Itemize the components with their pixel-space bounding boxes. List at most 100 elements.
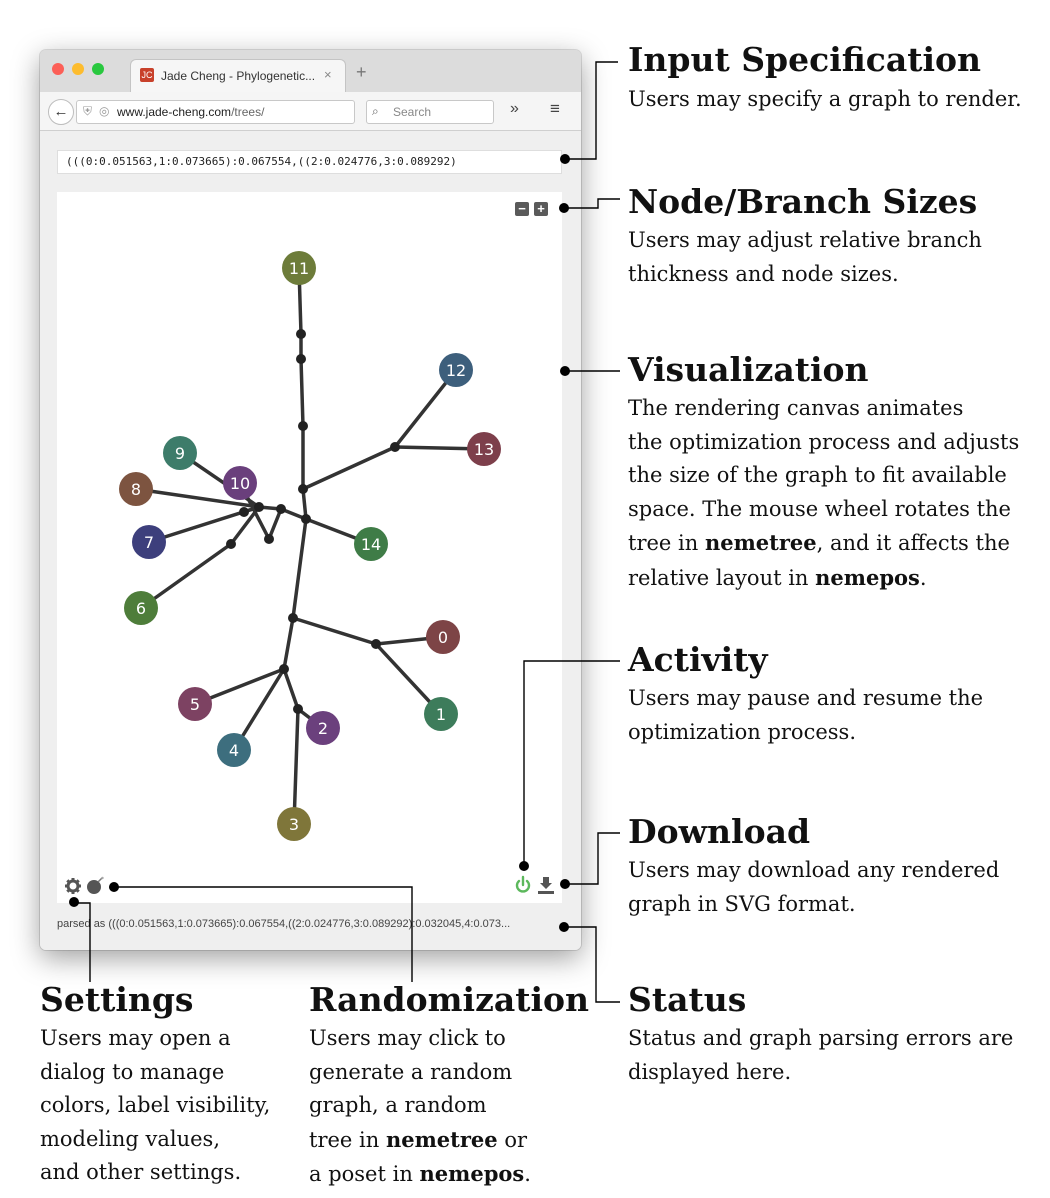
zoom-out-button[interactable]: − (515, 202, 529, 216)
tree-branch (282, 667, 300, 711)
tree-junction[interactable] (288, 613, 298, 623)
visualization-text-2: , and it affects the relative layout in (628, 531, 1010, 590)
tree-branch (299, 357, 305, 428)
tree-junction[interactable] (264, 534, 274, 544)
graph-input-field[interactable]: (((0:0.051563,1:0.073665):0.067554,((2:0… (57, 150, 562, 174)
url-path: /trees/ (231, 105, 265, 119)
zoom-in-button[interactable]: + (534, 202, 548, 216)
visualization-bold-1: nemetree (704, 530, 817, 556)
annotation-desc-activity: Users may pause and resume the optimizat… (628, 686, 984, 744)
tree-node-14[interactable] (354, 527, 388, 561)
tree-node-13[interactable] (467, 432, 501, 466)
tree-junction[interactable] (390, 442, 400, 452)
visualization-bold-2: nemepos (815, 564, 920, 590)
tree-junction[interactable] (301, 514, 311, 524)
tab-active[interactable]: JC Jade Cheng - Phylogenetic... × (130, 59, 346, 92)
annotation-desc-randomization: Users may click to generate a random gra… (309, 1022, 531, 1192)
tree-node-4[interactable] (217, 733, 251, 767)
power-icon[interactable] (514, 875, 532, 895)
status-bar-text: parsed as (((0:0.051563,1:0.073665):0.06… (57, 918, 511, 930)
tree-node-1[interactable] (424, 697, 458, 731)
close-window-button[interactable] (52, 63, 64, 75)
tab-title: Jade Cheng - Phylogenetic... (161, 69, 316, 83)
annotation-title-status: Status (628, 980, 747, 1019)
url-domain: www.jade-cheng.com (117, 105, 232, 119)
tree-node-label: 10 (230, 474, 250, 493)
randomization-text-1: Users may click to generate a random gra… (309, 1026, 513, 1152)
tree-node-label: 1 (436, 705, 446, 724)
download-icon[interactable] (537, 875, 555, 895)
randomize-icon[interactable] (85, 876, 105, 896)
tree-junction[interactable] (371, 639, 381, 649)
tree-node-2[interactable] (306, 711, 340, 745)
randomization-text-3: . (524, 1162, 531, 1187)
tree-node-3[interactable] (277, 807, 311, 841)
overflow-icon[interactable]: » (510, 100, 519, 117)
annotation-title-visualization: Visualization (628, 350, 869, 389)
tab-close-icon[interactable]: × (324, 67, 332, 82)
tree-junction[interactable] (254, 502, 264, 512)
annotation-desc-status: Status and graph parsing errors are disp… (628, 1026, 1014, 1084)
annotation-title-randomization: Randomization (309, 980, 590, 1019)
tree-node-label: 4 (229, 741, 239, 760)
tree-node-5[interactable] (178, 687, 212, 721)
shield-icon: ⛨ (83, 104, 93, 118)
annotation-desc-download: Users may download any rendered graph in… (628, 858, 1000, 916)
tree-node-label: 8 (131, 480, 141, 499)
minimize-window-button[interactable] (72, 63, 84, 75)
url-bar[interactable]: ⛨ ◎ www.jade-cheng.com/trees/ ↻ (76, 100, 381, 126)
new-tab-button[interactable]: + (356, 62, 367, 82)
search-input[interactable]: ⌕ Search (366, 100, 494, 124)
tree-junction[interactable] (296, 329, 306, 339)
tree-branch (282, 616, 295, 671)
tree-node-7[interactable] (132, 525, 166, 559)
tree-branch (267, 507, 283, 541)
tree-node-8[interactable] (119, 472, 153, 506)
annotation-title-activity: Activity (628, 640, 768, 679)
tree-branch (134, 487, 261, 509)
annotation-title-download: Download (628, 812, 811, 851)
nav-bar: ← ⛨ ◎ www.jade-cheng.com/trees/ ↻ ⌕ Sear… (40, 92, 581, 131)
tree-junction[interactable] (298, 421, 308, 431)
tree-node-label: 6 (136, 599, 146, 618)
tree-node-label: 7 (144, 533, 154, 552)
tree-branch (301, 487, 308, 521)
menu-icon[interactable]: ≡ (550, 99, 560, 118)
annotation-desc-sizes: Users may adjust relative branch thickne… (628, 228, 982, 286)
settings-icon[interactable] (64, 877, 82, 895)
tree-node-label: 14 (361, 535, 381, 554)
globe-icon: ◎ (99, 104, 110, 118)
search-icon: ⌕ (372, 104, 379, 118)
tree-junction[interactable] (239, 507, 249, 517)
annotation-title-settings: Settings (40, 980, 194, 1019)
tree-node-6[interactable] (124, 591, 158, 625)
back-icon[interactable]: ← (48, 99, 74, 125)
tree-junction[interactable] (296, 354, 306, 364)
visualization-text-1: The rendering canvas animates the optimi… (628, 396, 1020, 556)
tree-junction[interactable] (279, 664, 289, 674)
randomization-bold-1: nemetree (385, 1126, 498, 1152)
tree-branch (301, 445, 397, 491)
tree-node-0[interactable] (426, 620, 460, 654)
tree-node-label: 3 (289, 815, 299, 834)
visualization-canvas[interactable]: − + 0 1 2 3 4 5 6 7 8 9 10 11 12 13 14 (57, 192, 562, 903)
tree-node-label: 12 (446, 361, 466, 380)
tree-junction[interactable] (298, 484, 308, 494)
tree-node-9[interactable] (163, 436, 197, 470)
annotation-desc-input: Users may specify a graph to render. (628, 87, 1022, 111)
annotation-title-sizes: Node/Branch Sizes (628, 182, 978, 221)
tree-node-10[interactable] (223, 466, 257, 500)
tree-node-label: 0 (438, 628, 448, 647)
tree-junction[interactable] (226, 539, 236, 549)
randomization-text-2: or a poset in (309, 1127, 527, 1187)
tree-junction[interactable] (293, 704, 303, 714)
tree-branch (139, 542, 233, 610)
tree-node-11[interactable] (282, 251, 316, 285)
zoom-window-button[interactable] (92, 63, 104, 75)
annotation-desc-visualization: The rendering canvas animates the optimi… (628, 392, 1019, 596)
tree-node-12[interactable] (439, 353, 473, 387)
annotation-desc-settings: Users may open a dialog to manage colors… (40, 1026, 271, 1185)
randomization-bold-2: nemepos (419, 1161, 525, 1187)
tree-junction[interactable] (276, 504, 286, 514)
